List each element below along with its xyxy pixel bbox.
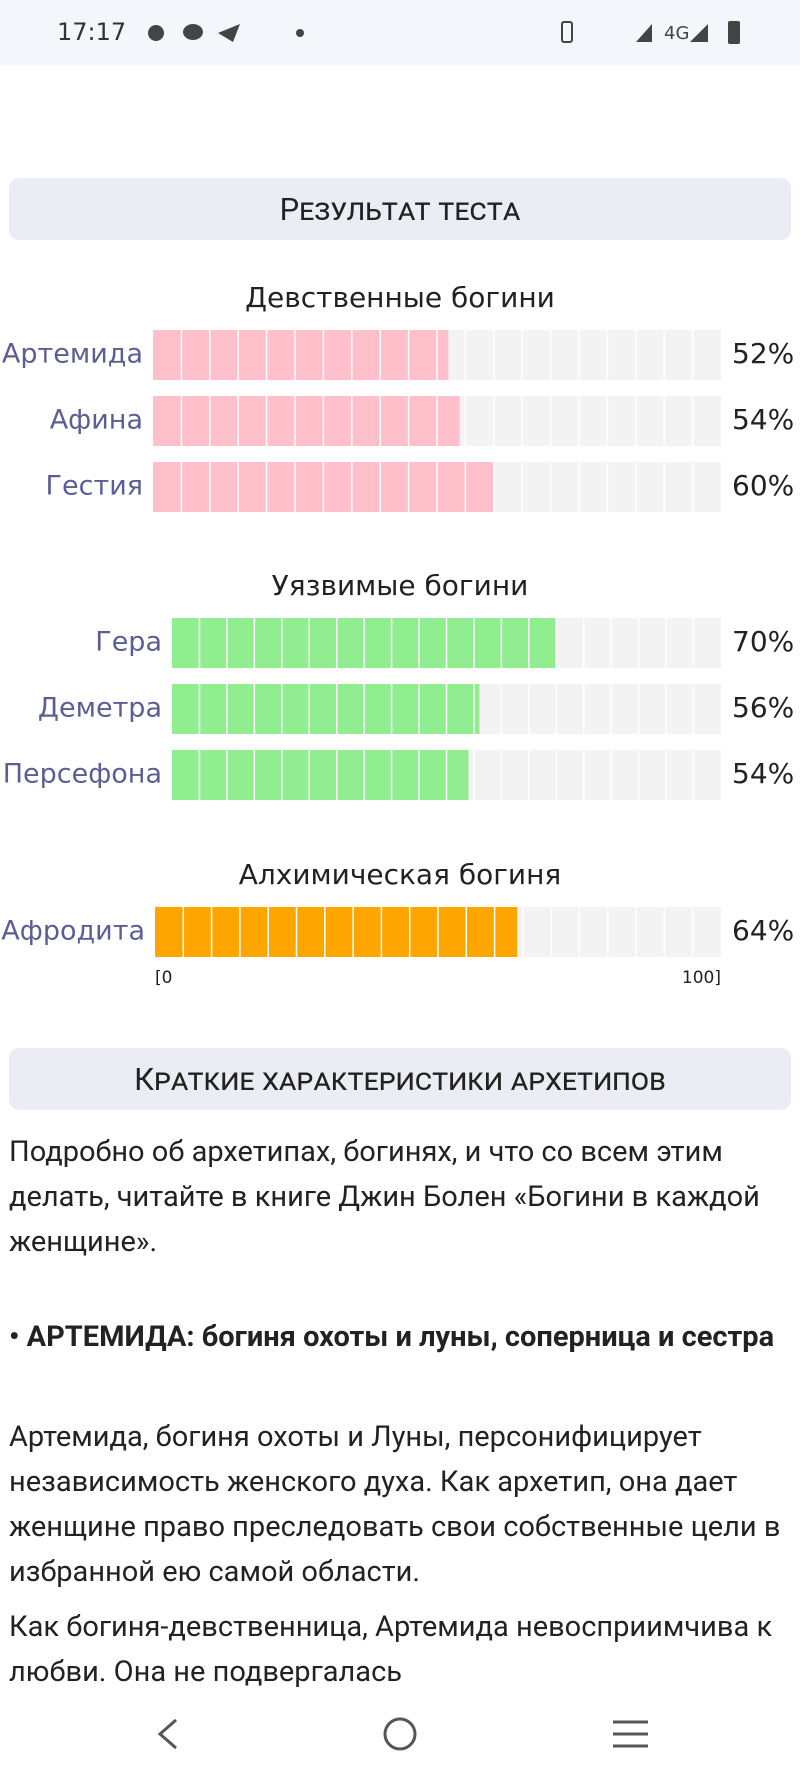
signal-icon <box>636 24 652 42</box>
network-type: 4G <box>664 23 689 44</box>
settings-icon <box>148 25 164 41</box>
results-charts: Девственные богини Артемида 52% Афина 54% Гес… <box>1 281 794 988</box>
vibrate-icon <box>561 21 573 43</box>
value-label: 64% <box>732 914 794 947</box>
nav-bar <box>0 1700 800 1777</box>
chart-title: Алхимическая богиня <box>239 858 562 891</box>
bar <box>153 330 449 380</box>
value-label: 56% <box>732 691 794 724</box>
category-label: Артемида <box>2 339 143 370</box>
paragraph: Как богиня-девственница, Артемида невосп… <box>9 1610 773 1689</box>
telegram-icon <box>218 24 240 42</box>
value-label: 54% <box>732 757 794 790</box>
home-button[interactable] <box>383 1717 417 1751</box>
bar <box>155 907 518 957</box>
x-tick-label: [0 <box>155 968 172 988</box>
value-label: 60% <box>732 469 794 502</box>
paragraph: Артемида, богиня охоты и Луны, персонифи… <box>9 1420 781 1589</box>
chart-title: Девственные богини <box>245 281 555 314</box>
category-label: Персефона <box>3 759 162 790</box>
dot-icon <box>296 29 304 37</box>
category-label: Гестия <box>46 471 143 502</box>
intro-text: Подробно об архетипах, богинях, и что со… <box>9 1135 760 1259</box>
chat-icon <box>183 24 203 40</box>
x-tick-label: 100] <box>682 968 721 988</box>
bar <box>172 684 480 734</box>
status-time: 17:17 <box>57 18 126 46</box>
value-label: 54% <box>732 403 794 436</box>
back-button[interactable] <box>157 1718 177 1750</box>
status-bar: 17:17 4G <box>0 0 800 65</box>
section-heading: Краткие характеристики архетипов <box>9 1048 791 1110</box>
section-heading: Результат теста <box>9 178 791 240</box>
archetype-title: • АРТЕМИДА: богиня охоты и луны, соперни… <box>9 1320 775 1354</box>
nav-icons <box>157 1717 648 1751</box>
category-label: Деметра <box>38 693 162 724</box>
category-label: Гера <box>95 627 162 658</box>
chart-title: Уязвимые богини <box>272 569 529 602</box>
bar <box>153 396 460 446</box>
battery-icon <box>728 21 740 44</box>
bar <box>172 750 469 800</box>
status-icons: 17:17 4G <box>57 18 740 46</box>
category-label: Афродита <box>1 916 145 947</box>
menu-button[interactable] <box>613 1720 648 1748</box>
value-label: 52% <box>732 337 794 370</box>
category-label: Афина <box>50 405 143 436</box>
value-label: 70% <box>732 625 794 658</box>
signal-icon <box>690 24 708 42</box>
